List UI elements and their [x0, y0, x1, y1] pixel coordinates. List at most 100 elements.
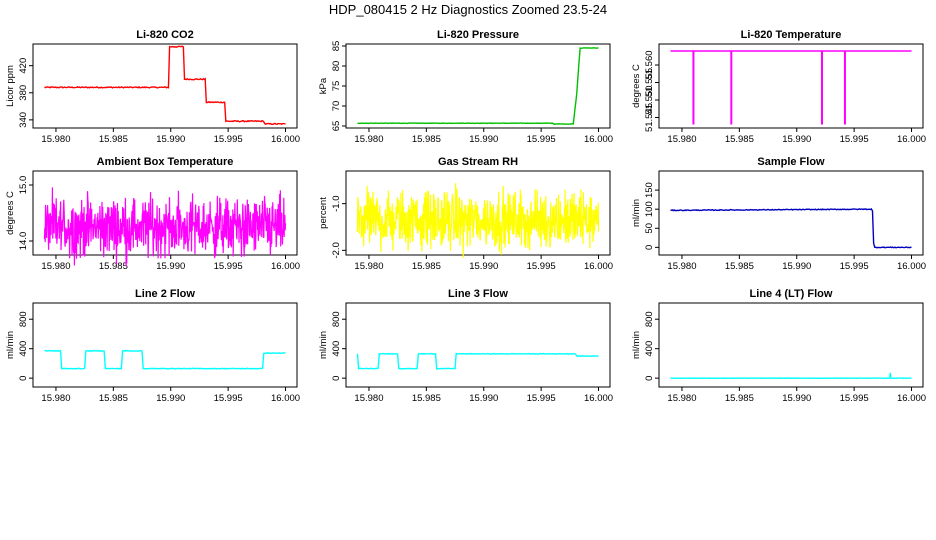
y-tick-label: 65 [331, 121, 342, 132]
series-line [44, 349, 286, 370]
x-tick-label: 15.980 [667, 261, 696, 272]
y-tick-label: 75 [331, 81, 342, 92]
y-axis-label: percent [318, 197, 329, 229]
chart-title: Sample Flow [757, 156, 825, 168]
y-tick-label: -1.0 [331, 195, 342, 211]
series-line [357, 47, 599, 125]
x-tick-label: 15.985 [725, 261, 754, 272]
x-tick-label: 16.000 [584, 134, 613, 145]
x-tick-label: 15.985 [725, 393, 754, 404]
chart-panel-6: Sample Flow 15.980 15.985 15.990 15.995 16.00… [631, 156, 926, 272]
plot-frame [658, 170, 924, 256]
chart-panel-4: Ambient Box Temperature 15.980 15.985 15.99… [5, 156, 300, 272]
x-tick-label: 15.985 [99, 261, 128, 272]
plot-frame [658, 302, 924, 388]
x-tick-label: 16.000 [897, 134, 926, 145]
y-tick-label: 70 [331, 101, 342, 112]
y-tick-label: 340 [18, 112, 29, 128]
chart-title: Line 4 (LT) Flow [750, 288, 833, 300]
series-line [670, 208, 912, 249]
x-tick-label: 15.985 [412, 261, 441, 272]
plot-frame [345, 43, 611, 129]
x-tick-label: 15.980 [41, 134, 70, 145]
chart-title: Li-820 CO2 [136, 29, 193, 41]
chart-panel-1: Li-820 CO2 15.980 15.985 15.990 15.995 16.000… [5, 29, 300, 145]
x-tick-label: 16.000 [897, 393, 926, 404]
y-tick-label: 420 [18, 58, 29, 74]
x-tick-label: 15.995 [527, 134, 556, 145]
series-line [44, 45, 286, 126]
x-tick-label: 15.990 [469, 261, 498, 272]
y-tick-label: 0 [331, 376, 342, 381]
y-tick-label: 380 [18, 85, 29, 101]
y-axis-label: degrees C [631, 64, 642, 108]
x-tick-label: 15.985 [99, 134, 128, 145]
x-tick-label: 15.980 [354, 134, 383, 145]
y-tick-label: 51.555 [644, 68, 655, 97]
x-tick-label: 15.990 [782, 134, 811, 145]
x-tick-label: 16.000 [271, 134, 300, 145]
chart-title: Li-820 Pressure [437, 29, 519, 41]
chart-panel-3: Li-820 Temperature 15.980 15.985 15.990 15.9… [631, 29, 926, 145]
y-tick-label: 0 [644, 245, 655, 250]
x-tick-label: 15.995 [527, 393, 556, 404]
x-tick-label: 15.985 [725, 134, 754, 145]
y-tick-label: 800 [18, 311, 29, 327]
y-axis-label: Licor ppm [5, 65, 16, 107]
x-tick-label: 15.995 [214, 393, 243, 404]
y-tick-label: 400 [18, 341, 29, 357]
y-tick-label: 800 [331, 311, 342, 327]
x-tick-label: 15.995 [527, 261, 556, 272]
chart-title: Line 2 Flow [135, 288, 195, 300]
x-tick-label: 15.990 [469, 393, 498, 404]
x-tick-label: 16.000 [584, 393, 613, 404]
x-tick-label: 15.980 [354, 261, 383, 272]
y-axis-label: kPa [318, 77, 329, 94]
x-tick-label: 15.990 [156, 261, 185, 272]
y-axis-label: ml/min [631, 199, 642, 227]
page-title: HDP_080415 2 Hz Diagnostics Zoomed 23.5-… [328, 2, 608, 17]
chart-title: Li-820 Temperature [741, 29, 842, 41]
y-tick-label: 800 [644, 311, 655, 327]
y-tick-label: 51.560 [644, 50, 655, 79]
x-tick-label: 15.995 [214, 261, 243, 272]
x-tick-label: 16.000 [584, 261, 613, 272]
series-line [670, 372, 912, 380]
x-tick-label: 15.995 [214, 134, 243, 145]
y-tick-label: 14.0 [18, 232, 29, 251]
plot-frame [658, 43, 924, 129]
x-tick-label: 15.980 [667, 134, 696, 145]
x-tick-label: 16.000 [897, 261, 926, 272]
chart-panel-5: Gas Stream RH 15.980 15.985 15.990 15.995 16.… [318, 156, 613, 272]
y-axis-label: degrees C [5, 191, 16, 235]
y-tick-label: 85 [331, 41, 342, 52]
y-tick-label: 0 [644, 376, 655, 381]
plot-frame [32, 302, 298, 388]
x-tick-label: 15.985 [99, 393, 128, 404]
x-tick-label: 15.980 [41, 261, 70, 272]
chart-panel-2: Li-820 Pressure 15.980 15.985 15.990 15.995 1… [318, 29, 613, 145]
series-line [356, 352, 599, 370]
x-tick-label: 15.990 [156, 134, 185, 145]
y-tick-label: 80 [331, 61, 342, 72]
x-tick-label: 15.990 [782, 261, 811, 272]
x-tick-label: 16.000 [271, 261, 300, 272]
y-axis-label: ml/min [631, 331, 642, 359]
x-tick-label: 15.985 [412, 393, 441, 404]
chart-panel-8: Line 3 Flow 15.980 15.985 15.990 15.995 16.00… [318, 288, 613, 404]
x-tick-label: 15.980 [354, 393, 383, 404]
x-tick-label: 15.995 [840, 134, 869, 145]
y-tick-label: 400 [644, 341, 655, 357]
x-tick-label: 15.990 [156, 393, 185, 404]
x-tick-label: 15.980 [667, 393, 696, 404]
y-tick-label: -2.0 [331, 242, 342, 258]
x-tick-label: 15.990 [782, 393, 811, 404]
plot-frame [345, 170, 611, 256]
chart-panel-9: Line 4 (LT) Flow 15.980 15.985 15.990 15.995… [631, 288, 926, 404]
y-tick-label: 51.550 [644, 85, 655, 114]
series-line [356, 183, 600, 259]
x-tick-label: 15.995 [840, 393, 869, 404]
chart-title: Ambient Box Temperature [97, 156, 234, 168]
chart-title: Line 3 Flow [448, 288, 508, 300]
